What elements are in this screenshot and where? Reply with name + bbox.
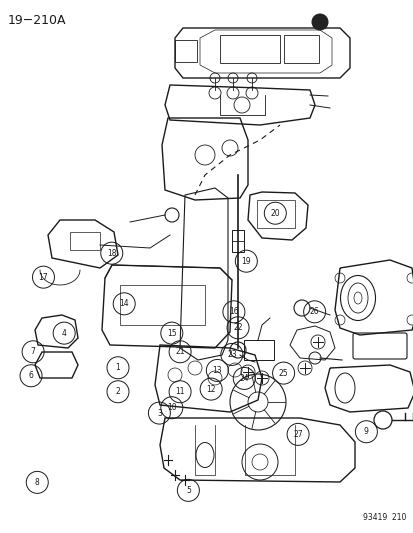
- Text: 19: 19: [241, 257, 251, 265]
- Text: 19−210A: 19−210A: [8, 14, 66, 27]
- Text: 13: 13: [212, 366, 222, 375]
- Text: 3: 3: [157, 409, 161, 417]
- Text: 8: 8: [35, 478, 40, 487]
- Text: 18: 18: [107, 249, 116, 257]
- Text: 2: 2: [115, 387, 120, 396]
- Text: 27: 27: [292, 430, 302, 439]
- Text: 10: 10: [166, 403, 176, 412]
- Text: 15: 15: [166, 329, 176, 337]
- Text: 17: 17: [38, 273, 48, 281]
- Text: 7: 7: [31, 348, 36, 356]
- Text: 12: 12: [206, 385, 215, 393]
- Text: 1: 1: [115, 364, 120, 372]
- Text: 14: 14: [119, 300, 129, 308]
- Text: 93419  210: 93419 210: [362, 513, 405, 522]
- Text: 9: 9: [363, 427, 368, 436]
- Text: 4: 4: [62, 329, 66, 337]
- Text: 5: 5: [185, 486, 190, 495]
- Text: 20: 20: [270, 209, 280, 217]
- Text: 21: 21: [175, 348, 184, 356]
- Text: 6: 6: [28, 372, 33, 380]
- Text: 24: 24: [239, 374, 249, 383]
- Text: 16: 16: [228, 308, 238, 316]
- Text: 26: 26: [309, 308, 319, 316]
- Text: 23: 23: [226, 350, 236, 359]
- Text: 11: 11: [175, 387, 184, 396]
- Text: 22: 22: [233, 324, 242, 332]
- Circle shape: [311, 14, 327, 30]
- Text: 25: 25: [278, 369, 288, 377]
